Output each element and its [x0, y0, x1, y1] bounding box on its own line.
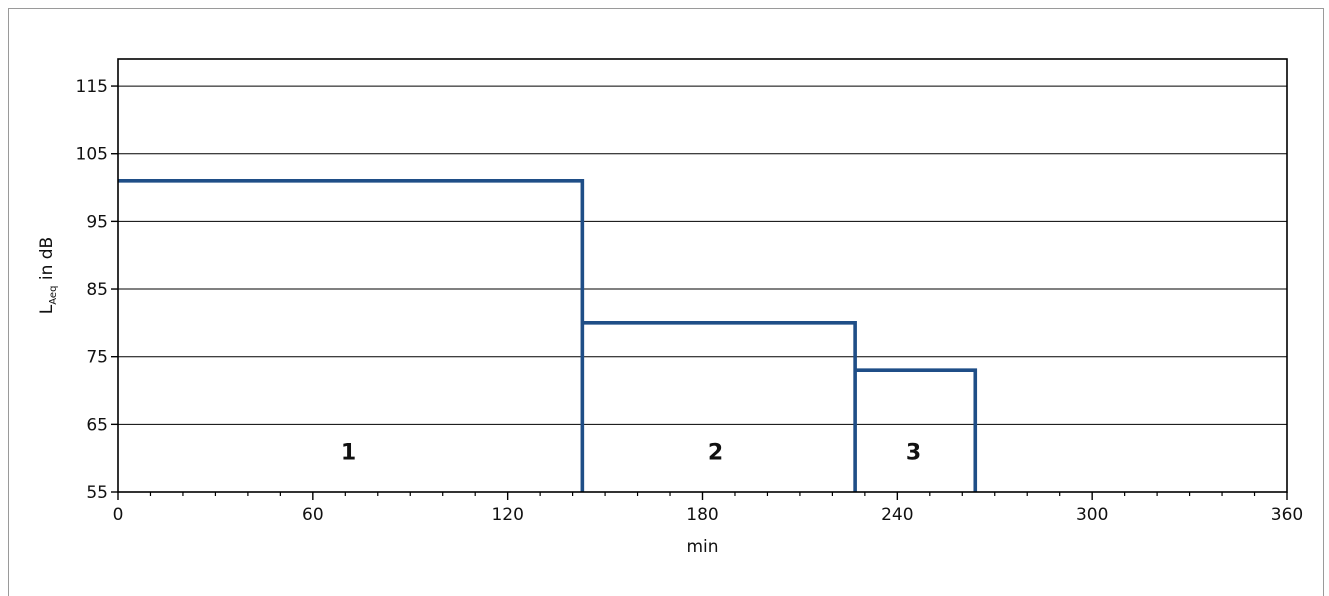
x-tick-label: 0	[113, 505, 124, 525]
y-tick-label: 105	[76, 145, 108, 165]
x-tick-label: 180	[686, 505, 718, 525]
x-tick-label: 360	[1271, 505, 1303, 525]
phase-labels: 1 2 3	[341, 440, 921, 465]
x-tick-labels: 0 60 120 180 240 300 360	[113, 505, 1304, 525]
x-tick-label: 300	[1076, 505, 1108, 525]
y-tick-labels: 55 65 75 85 95 105 115	[76, 77, 108, 503]
x-axis-title: min	[686, 537, 718, 557]
y-tick-label: 95	[86, 212, 108, 232]
x-tick-label: 240	[881, 505, 913, 525]
major-ticks	[111, 85, 1288, 500]
y-tick-label: 115	[76, 77, 108, 97]
series	[118, 178, 978, 492]
y-tick-label: 75	[86, 348, 108, 368]
y-axis-title-suffix: in dB	[37, 237, 57, 286]
phase-label: 2	[708, 440, 723, 465]
y-axis-title: LAeq in dB	[37, 237, 59, 314]
x-tick-label: 120	[491, 505, 523, 525]
plot-area	[118, 59, 1287, 492]
y-tick-label: 85	[86, 280, 108, 300]
y-tick-label: 55	[86, 483, 108, 503]
x-tick-label: 60	[302, 505, 324, 525]
y-axis-title-main: L	[37, 304, 57, 314]
phase-label: 1	[341, 440, 356, 465]
y-tick-label: 65	[86, 415, 108, 435]
y-axis-title-subscript: Aeq	[48, 286, 59, 305]
plot-border	[117, 58, 1288, 493]
phase-label: 3	[906, 440, 921, 465]
step-series-line	[118, 178, 978, 492]
chart-frame	[8, 8, 1324, 596]
